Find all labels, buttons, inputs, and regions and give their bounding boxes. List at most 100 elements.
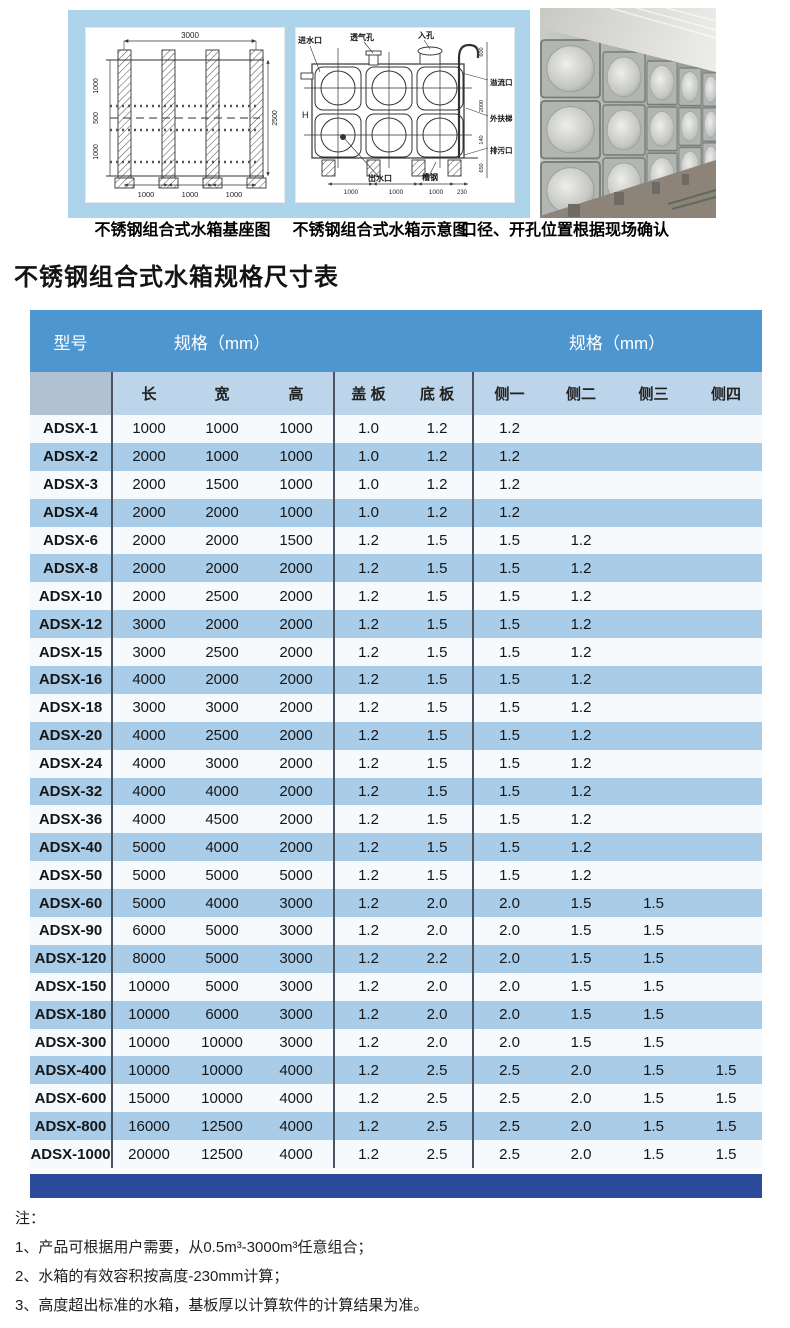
value-cell: 4000 xyxy=(279,1117,313,1135)
value-cell: 1.2 xyxy=(333,693,402,722)
dim-top: 3000 xyxy=(181,31,199,40)
value-cell: 1500 xyxy=(279,532,313,549)
value-cell xyxy=(617,833,690,861)
value-cell: 1.2 xyxy=(333,610,402,639)
tank-rdim-4: 650 xyxy=(479,163,485,172)
table-row: ADSX-2 2000 1000 1000 1.0 1.2 1.2 xyxy=(30,442,762,471)
label-ladder: 外扶梯 xyxy=(490,113,513,123)
value-cell: 1.5 xyxy=(426,587,448,605)
value-cell: 5000 xyxy=(111,861,185,890)
value-cell: 1.2 xyxy=(333,638,402,667)
base-diagram-box: 3000 xyxy=(85,27,285,203)
manhole-icon xyxy=(417,46,443,65)
subheader-cell: 侧三 xyxy=(638,386,669,403)
value-cell: 2.5 xyxy=(472,1112,545,1141)
tank-rdim-1: 600 xyxy=(479,47,485,56)
model-cell: ADSX-36 xyxy=(38,810,103,828)
col-header-spec-dimensions: 规格（mm） xyxy=(173,333,271,353)
value-cell: 2000 xyxy=(279,615,313,633)
model-cell: ADSX-8 xyxy=(42,559,98,577)
value-cell: 1.2 xyxy=(333,1056,402,1085)
value-cell: 2000 xyxy=(279,755,313,773)
value-cell: 1.5 xyxy=(570,894,592,912)
value-cell xyxy=(690,554,762,582)
value-cell: 8000 xyxy=(111,944,185,973)
caption-tank-diagram: 不锈钢组合式水箱示意图 xyxy=(292,222,469,239)
value-cell: 2.0 xyxy=(472,1000,545,1029)
value-cell xyxy=(690,917,762,945)
value-cell: 1.2 xyxy=(333,972,402,1001)
model-cell: ADSX-600 xyxy=(34,1089,107,1107)
value-cell xyxy=(545,443,617,471)
value-cell: 2000 xyxy=(111,442,185,471)
value-cell: 6000 xyxy=(205,1006,239,1024)
value-cell: 1.5 xyxy=(472,526,545,555)
value-cell: 2000 xyxy=(111,470,185,499)
value-cell: 1.2 xyxy=(333,805,402,834)
value-cell: 3000 xyxy=(111,693,185,722)
dim-bottom-3: 1000 xyxy=(226,190,243,199)
value-cell xyxy=(690,750,762,778)
value-cell xyxy=(690,499,762,527)
value-cell: 1.5 xyxy=(426,755,448,773)
value-cell: 1.2 xyxy=(333,889,402,918)
value-cell: 4000 xyxy=(205,894,239,912)
value-cell xyxy=(617,805,690,833)
value-cell: 1.5 xyxy=(643,922,664,940)
value-cell: 3000 xyxy=(279,978,313,996)
value-cell: 4000 xyxy=(279,1145,313,1163)
value-cell xyxy=(690,666,762,694)
value-cell xyxy=(617,499,690,527)
model-cell: ADSX-800 xyxy=(34,1117,107,1135)
table-row: ADSX-15 3000 2500 2000 1.2 1.5 1.5 1.2 xyxy=(30,638,762,667)
value-cell: 2.5 xyxy=(426,1061,448,1079)
inlet-pipe-icon xyxy=(300,72,314,80)
caption-photo: 口径、开孔位置根据现场确认 xyxy=(461,222,670,239)
value-cell: 2.0 xyxy=(426,894,448,912)
value-cell: 4500 xyxy=(205,810,239,828)
table-row: ADSX-20 4000 2500 2000 1.2 1.5 1.5 1.2 xyxy=(30,721,762,750)
value-cell: 1.2 xyxy=(333,833,402,862)
value-cell xyxy=(690,778,762,806)
value-cell: 1.2 xyxy=(426,476,448,494)
value-cell: 1.5 xyxy=(472,666,545,694)
table-row: ADSX-36 4000 4500 2000 1.2 1.5 1.5 1.2 xyxy=(30,805,762,834)
tank-dim-2: 1000 xyxy=(389,189,404,196)
value-cell: 1.2 xyxy=(570,783,592,801)
value-cell: 1.5 xyxy=(643,1089,664,1107)
model-cell: ADSX-50 xyxy=(38,866,103,884)
table-row: ADSX-150 10000 5000 3000 1.2 2.0 2.0 1.5 1.5 xyxy=(30,972,762,1001)
value-cell: 10000 xyxy=(111,1000,185,1029)
model-cell: ADSX-40 xyxy=(38,838,103,856)
table-header: 型号 规格（mm） 规格（mm） xyxy=(30,310,762,372)
value-cell: 1.2 xyxy=(333,777,402,806)
value-cell: 1.2 xyxy=(333,917,402,945)
value-cell: 4000 xyxy=(111,721,185,750)
value-cell: 10000 xyxy=(201,1089,243,1107)
label-overflow: 溢流口 xyxy=(490,77,513,87)
model-cell: ADSX-4 xyxy=(42,504,98,522)
table-row: ADSX-4 2000 2000 1000 1.0 1.2 1.2 xyxy=(30,498,762,527)
value-cell: 1.2 xyxy=(570,838,592,856)
value-cell: 12500 xyxy=(201,1145,243,1163)
value-cell: 1.2 xyxy=(426,420,448,438)
value-cell xyxy=(690,1001,762,1029)
value-cell: 2.0 xyxy=(426,978,448,996)
subheader-blank xyxy=(30,372,111,415)
value-cell: 1.5 xyxy=(472,582,545,611)
value-cell: 1.2 xyxy=(570,727,592,745)
note-item: 2、水箱的有效容积按高度-230mm计算； xyxy=(15,1268,289,1285)
value-cell xyxy=(617,694,690,722)
value-cell: 2000 xyxy=(111,526,185,555)
model-cell: ADSX-16 xyxy=(38,671,103,689)
value-cell xyxy=(617,610,690,638)
value-cell: 1000 xyxy=(279,504,313,522)
tank-dim-3: 1000 xyxy=(429,189,444,196)
value-cell: 1.5 xyxy=(570,950,592,968)
value-cell: 10000 xyxy=(111,1028,185,1057)
value-cell: 1.0 xyxy=(333,442,402,471)
value-cell xyxy=(690,973,762,1001)
table-row: ADSX-1000 20000 12500 4000 1.2 2.5 2.5 2.0 1.5 1.… xyxy=(30,1140,762,1169)
value-cell: 3000 xyxy=(279,922,313,940)
table-row: ADSX-90 6000 5000 3000 1.2 2.0 2.0 1.5 1.5 xyxy=(30,917,762,945)
